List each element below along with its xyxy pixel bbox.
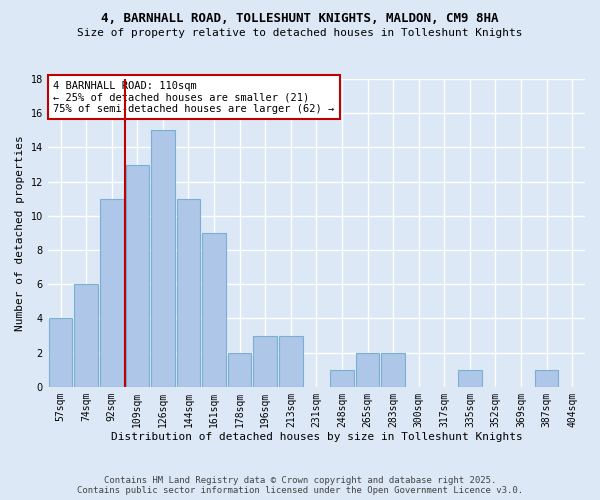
Bar	[253, 336, 277, 387]
Bar	[356, 352, 379, 387]
Bar	[279, 336, 302, 387]
Bar	[151, 130, 175, 387]
Text: 4 BARNHALL ROAD: 110sqm
← 25% of detached houses are smaller (21)
75% of semi-de: 4 BARNHALL ROAD: 110sqm ← 25% of detache…	[53, 80, 334, 114]
Y-axis label: Number of detached properties: Number of detached properties	[15, 135, 25, 331]
Text: Contains HM Land Registry data © Crown copyright and database right 2025.
Contai: Contains HM Land Registry data © Crown c…	[77, 476, 523, 495]
Bar	[330, 370, 354, 387]
Bar	[177, 198, 200, 387]
Bar	[49, 318, 73, 387]
Bar	[202, 233, 226, 387]
Bar	[74, 284, 98, 387]
Bar	[125, 164, 149, 387]
Bar	[382, 352, 405, 387]
Bar	[535, 370, 559, 387]
Bar	[458, 370, 482, 387]
Text: 4, BARNHALL ROAD, TOLLESHUNT KNIGHTS, MALDON, CM9 8HA: 4, BARNHALL ROAD, TOLLESHUNT KNIGHTS, MA…	[101, 12, 499, 26]
Bar	[100, 198, 124, 387]
X-axis label: Distribution of detached houses by size in Tolleshunt Knights: Distribution of detached houses by size …	[110, 432, 522, 442]
Bar	[228, 352, 251, 387]
Text: Size of property relative to detached houses in Tolleshunt Knights: Size of property relative to detached ho…	[77, 28, 523, 38]
